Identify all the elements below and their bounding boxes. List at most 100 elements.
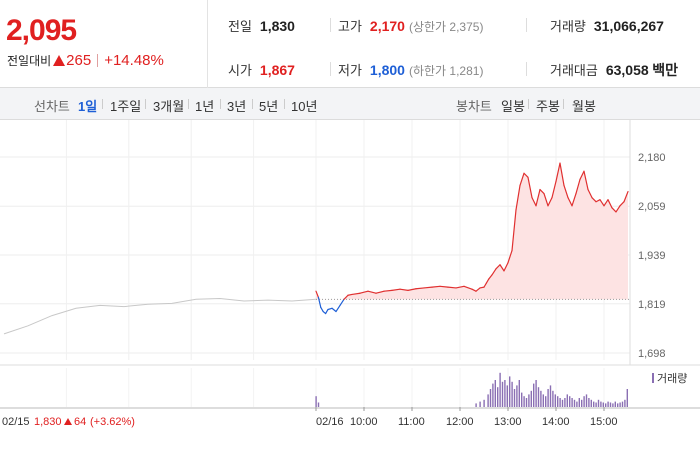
volume-bar <box>554 394 556 407</box>
volume-bar <box>489 389 492 407</box>
price-segment <box>317 296 322 309</box>
price-segment <box>571 192 577 207</box>
period-1day-button[interactable]: 1일 <box>78 99 98 114</box>
volume-bar <box>624 399 626 407</box>
price-segment <box>431 285 441 288</box>
volume-bar <box>479 401 481 407</box>
volume-bar <box>506 385 508 407</box>
volume-bar <box>528 394 530 407</box>
period-1year-button[interactable]: 1년 <box>195 99 215 114</box>
divider <box>330 62 331 76</box>
price-segment <box>479 286 485 289</box>
volume-bar <box>494 380 496 407</box>
stat-volume: 거래량 31,066,267 <box>550 18 664 34</box>
y-tick-label: 1,819 <box>638 299 666 311</box>
price-segment <box>499 264 505 272</box>
price-segment <box>471 288 477 292</box>
period-3year-button[interactable]: 3년 <box>227 99 247 114</box>
period-5year-button[interactable]: 5년 <box>259 99 279 114</box>
price-segment <box>607 199 613 209</box>
divider <box>526 18 527 32</box>
y-tick-label: 1,698 <box>638 348 666 360</box>
price-segment <box>399 288 409 291</box>
y-tick-label: 1,939 <box>638 250 666 262</box>
candle-chart-label: 봉차트 <box>456 99 492 114</box>
volume-bar <box>626 389 628 407</box>
x-tick-label: 15:00 <box>590 416 618 428</box>
price-segment <box>587 188 593 199</box>
volume-bar <box>525 398 528 407</box>
volume-bar <box>619 402 621 407</box>
price-segment <box>447 286 457 289</box>
candle-daily-button[interactable]: 일봉 <box>501 99 525 114</box>
price-segment <box>335 304 341 313</box>
volume-bar <box>499 372 501 407</box>
x-tick-label: 11:00 <box>398 416 425 428</box>
line-chart-label: 선차트 <box>34 99 70 114</box>
price-segment <box>543 192 549 207</box>
volume-bar <box>501 381 504 407</box>
price-segment <box>485 278 490 284</box>
stat-low: 저가 1,800 (하한가 1,281) <box>338 62 484 78</box>
price-segment <box>531 197 537 207</box>
divider <box>284 99 285 109</box>
volume-bar <box>504 380 506 407</box>
volume-bar <box>571 398 573 407</box>
price-segment <box>391 288 401 291</box>
volume-bar <box>487 394 489 407</box>
up-triangle-icon <box>64 418 72 425</box>
price-segment <box>367 290 377 294</box>
price-segment <box>503 262 509 272</box>
price-segment <box>615 205 621 213</box>
volume-bar <box>518 380 520 407</box>
price-change: 전일대비 265 +14.48% <box>7 52 164 69</box>
x-axis-ticks: 02/16 10:00 11:00 12:00 13:00 14:00 15:00 <box>315 407 618 428</box>
period-3month-button[interactable]: 3개월 <box>153 99 185 114</box>
price-segment <box>599 199 605 207</box>
volume-bar <box>576 401 578 407</box>
period-10year-button[interactable]: 10년 <box>291 99 318 114</box>
volume-bar <box>612 403 614 407</box>
prev-close-value: 1,830 <box>34 416 62 428</box>
volume-bar <box>605 403 607 407</box>
x-tick-label: 10:00 <box>350 416 378 428</box>
price-segment <box>407 288 417 291</box>
price-segment <box>483 282 487 288</box>
price-segment <box>423 286 433 289</box>
candle-weekly-button[interactable]: 주봉 <box>536 99 560 114</box>
volume-legend-swatch <box>652 373 654 383</box>
divider <box>330 18 331 32</box>
divider <box>188 99 189 109</box>
candle-monthly-button[interactable]: 월봉 <box>572 99 596 114</box>
price-segment <box>623 190 629 203</box>
volume-bar <box>523 396 525 407</box>
intraday-price-chart[interactable]: 2,180 2,059 1,939 1,819 1,698 02/16 10:00 11:0… <box>0 120 700 450</box>
volume-bar <box>475 403 477 407</box>
volume-bar <box>585 394 588 407</box>
price-segment <box>359 290 369 294</box>
price-segment <box>559 162 565 187</box>
price-segment <box>331 307 337 313</box>
price-segment <box>527 176 533 199</box>
price-segment <box>339 298 345 307</box>
volume-bar <box>547 389 549 407</box>
current-price: 2,095 <box>6 14 77 47</box>
volume-bar <box>552 390 554 407</box>
price-segment <box>351 292 361 296</box>
price-segment <box>567 197 573 207</box>
volume-bar <box>621 401 624 407</box>
volume-bar <box>557 396 559 407</box>
period-1week-button[interactable]: 1주일 <box>110 99 142 114</box>
price-segment <box>603 199 609 207</box>
price-segment <box>347 293 353 296</box>
y-axis-ticks: 2,180 2,059 1,939 1,819 1,698 <box>638 152 666 360</box>
volume-bar <box>492 383 494 407</box>
price-segment <box>327 307 333 311</box>
y-tick-label: 2,059 <box>638 201 666 213</box>
price-segment <box>415 287 425 290</box>
volume-bar <box>602 402 604 407</box>
divider <box>145 99 146 109</box>
volume-bars <box>315 372 628 407</box>
prev-change-percent: (+3.62%) <box>90 416 135 428</box>
price-segment <box>515 184 521 211</box>
